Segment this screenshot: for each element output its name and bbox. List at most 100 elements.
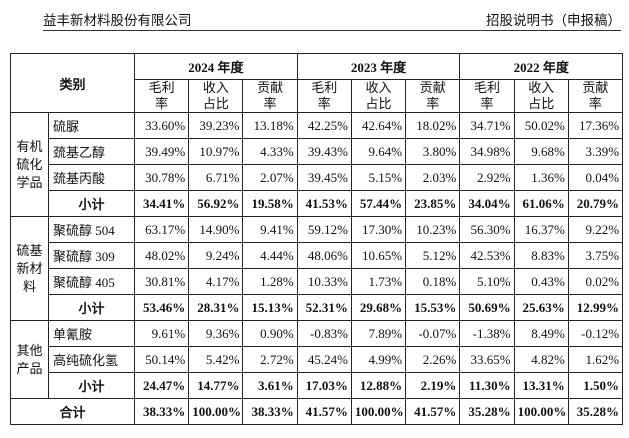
value-cell: 4.99% (350, 346, 407, 373)
product-row: 高纯硫化氢 50.14% 5.42% 2.72% 45.24% 4.99% 2.26% 33.… (11, 346, 624, 373)
value-cell: 30.78% (134, 164, 190, 191)
value-cell: 56.92% (188, 190, 244, 217)
value-cell: 3.61% (242, 372, 298, 399)
metric-header: 收入占比 (188, 79, 244, 113)
value-cell: 1.73% (350, 268, 407, 295)
value-cell: 10.33% (296, 268, 352, 295)
metric-label: 毛利率 (311, 80, 338, 111)
value-cell: -0.12% (567, 320, 624, 347)
value-cell: 30.81% (134, 268, 190, 295)
value-cell: 48.06% (296, 242, 352, 269)
metric-label: 收入占比 (528, 80, 555, 111)
value-cell: 41.57% (296, 398, 352, 425)
value-cell: 59.12% (296, 216, 352, 243)
total-row: 合计 38.33% 100.00% 38.33% 41.57% 100.00% 41.57%… (9, 398, 624, 425)
value-cell: 100.00% (188, 398, 244, 425)
company-name: 益丰新材料股份有限公司 (43, 13, 192, 28)
total-label: 合计 (9, 398, 136, 425)
value-cell: 0.43% (513, 268, 569, 295)
value-cell: 2.26% (405, 346, 461, 373)
value-cell: 35.28% (459, 398, 515, 425)
value-cell: 11.30% (459, 372, 515, 399)
value-cell: 56.30% (459, 216, 515, 243)
value-cell: 8.49% (513, 320, 569, 347)
value-cell: 52.31% (296, 294, 352, 321)
subtotal-row: 小计 53.46% 28.31% 15.13% 52.31% 29.68% 15.53% 50… (11, 294, 624, 321)
value-cell: 18.02% (405, 112, 461, 139)
product-name: 聚硫醇 405 (47, 268, 136, 295)
subtotal-row: 小计 24.47% 14.77% 3.61% 17.03% 12.88% 2.19% 11.3… (11, 372, 624, 399)
value-cell: 41.57% (405, 398, 461, 425)
value-cell: 20.79% (567, 190, 624, 217)
value-cell: 1.36% (513, 164, 569, 191)
value-cell: 17.30% (350, 216, 407, 243)
value-cell: 39.43% (296, 138, 352, 165)
value-cell: 9.22% (567, 216, 624, 243)
value-cell: 3.75% (567, 242, 624, 269)
product-row: 巯基乙醇 39.49% 10.97% 4.33% 39.43% 9.64% 3.80% 34.… (11, 138, 624, 165)
value-cell: 12.99% (567, 294, 624, 321)
product-row: 聚硫醇 309 48.02% 9.24% 4.44% 48.06% 10.65% 5.12%… (11, 242, 624, 269)
year-header: 2022 年度 (459, 53, 624, 80)
value-cell: 6.71% (188, 164, 244, 191)
metric-header: 贡献率 (242, 79, 298, 113)
subtotal-row: 小计 34.41% 56.92% 19.58% 41.53% 57.44% 23.85% 34… (11, 190, 624, 217)
value-cell: 57.44% (350, 190, 407, 217)
subtotal-label: 小计 (47, 294, 136, 321)
value-cell: 0.04% (567, 164, 624, 191)
value-cell: 4.33% (242, 138, 298, 165)
group-label: 有机硫化学品 (16, 138, 43, 190)
value-cell: 2.72% (242, 346, 298, 373)
value-cell: 5.15% (350, 164, 407, 191)
value-cell: 9.36% (188, 320, 244, 347)
value-cell: 23.85% (405, 190, 461, 217)
value-cell: 4.82% (513, 346, 569, 373)
value-cell: 42.53% (459, 242, 515, 269)
value-cell: 25.63% (513, 294, 569, 321)
year-header: 2023 年度 (296, 53, 461, 80)
value-cell: 5.10% (459, 268, 515, 295)
value-cell: 5.12% (405, 242, 461, 269)
year-header: 2024 年度 (134, 53, 298, 80)
value-cell: 5.42% (188, 346, 244, 373)
metric-label: 收入占比 (202, 80, 229, 111)
metric-header: 贡献率 (567, 79, 624, 113)
value-cell: 10.65% (350, 242, 407, 269)
value-cell: 42.25% (296, 112, 352, 139)
metric-label: 毛利率 (148, 80, 175, 111)
value-cell: -0.83% (296, 320, 352, 347)
product-name: 聚硫醇 504 (47, 216, 136, 243)
value-cell: 0.18% (405, 268, 461, 295)
value-cell: 33.65% (459, 346, 515, 373)
metric-header: 毛利率 (134, 79, 190, 113)
value-cell: 33.60% (134, 112, 190, 139)
value-cell: 50.69% (459, 294, 515, 321)
group-label-cell: 有机硫化学品 (10, 112, 49, 217)
value-cell: 4.44% (242, 242, 298, 269)
metric-header: 收入占比 (350, 79, 407, 113)
value-cell: 3.39% (567, 138, 624, 165)
value-cell: 4.17% (188, 268, 244, 295)
value-cell: 24.47% (134, 372, 190, 399)
metric-header: 毛利率 (459, 79, 515, 113)
product-name: 巯基乙醇 (47, 138, 136, 165)
value-cell: 12.88% (350, 372, 407, 399)
value-cell: 100.00% (513, 398, 569, 425)
value-cell: 14.77% (188, 372, 244, 399)
value-cell: 63.17% (134, 216, 190, 243)
value-cell: 15.13% (242, 294, 298, 321)
value-cell: 39.45% (296, 164, 352, 191)
group-label-cell: 其他产品 (10, 320, 49, 399)
value-cell: 14.90% (188, 216, 244, 243)
value-cell: 50.02% (513, 112, 569, 139)
group-label: 硫基新材料 (16, 242, 43, 294)
value-cell: 19.58% (242, 190, 298, 217)
metric-header: 贡献率 (405, 79, 461, 113)
metric-header: 收入占比 (513, 79, 569, 113)
value-cell: 1.62% (567, 346, 624, 373)
product-name: 聚硫醇 309 (47, 242, 136, 269)
value-cell: 9.64% (350, 138, 407, 165)
value-cell: 17.36% (567, 112, 624, 139)
product-name: 高纯硫化氢 (47, 346, 136, 373)
